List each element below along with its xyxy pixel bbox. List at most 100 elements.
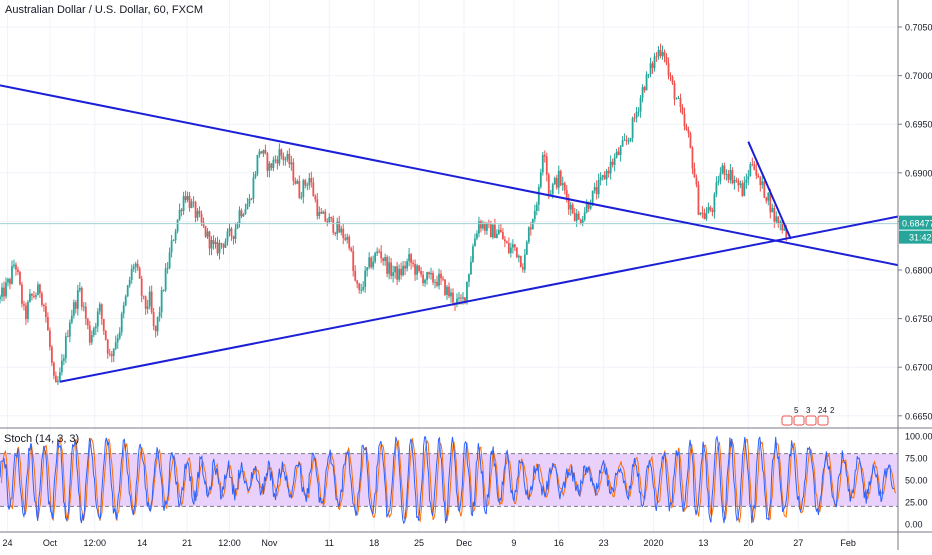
candle-body bbox=[264, 150, 267, 154]
candle-body bbox=[426, 272, 428, 280]
candle-body bbox=[256, 154, 259, 175]
candle-body bbox=[575, 213, 578, 221]
candle-body bbox=[60, 360, 63, 373]
candle-body bbox=[330, 216, 333, 219]
candle-body bbox=[517, 255, 520, 258]
candle-body bbox=[392, 272, 395, 277]
candle-body bbox=[160, 290, 163, 313]
candle-body bbox=[509, 247, 512, 253]
candle-body bbox=[490, 224, 492, 238]
candle-body bbox=[751, 164, 754, 166]
candle-body bbox=[236, 223, 239, 229]
event-marker-label: 2 bbox=[830, 406, 835, 415]
candle-body bbox=[448, 286, 450, 297]
candle-body bbox=[146, 306, 149, 309]
event-marker-box bbox=[817, 415, 829, 426]
candle-body bbox=[725, 174, 728, 175]
candle-body bbox=[645, 74, 648, 91]
event-marker[interactable]: 2 bbox=[817, 406, 835, 426]
candle-body bbox=[332, 218, 335, 233]
candle-body bbox=[781, 221, 784, 231]
event-marker-label: 3 bbox=[806, 406, 811, 415]
time-tick-label: Oct bbox=[43, 538, 58, 548]
candle-body bbox=[643, 87, 646, 91]
time-tick-label: 20 bbox=[743, 538, 753, 548]
candle-body bbox=[70, 315, 73, 323]
candle-body bbox=[424, 279, 426, 284]
candle-body bbox=[5, 282, 7, 297]
candle-body bbox=[194, 202, 197, 218]
candle-body bbox=[352, 251, 355, 271]
candle-body bbox=[511, 244, 514, 248]
candle-body bbox=[358, 283, 361, 290]
time-tick-label: 9 bbox=[511, 538, 516, 548]
candle-body bbox=[519, 255, 522, 268]
trendline-drawings[interactable] bbox=[0, 84, 899, 383]
candle-body bbox=[238, 210, 241, 224]
event-marker[interactable]: 5 bbox=[781, 406, 799, 426]
time-tick-label: 14 bbox=[137, 538, 147, 548]
candle-body bbox=[715, 182, 718, 195]
candle-body bbox=[651, 63, 654, 68]
event-marker[interactable]: 24 bbox=[805, 406, 827, 426]
event-markers[interactable]: 5 3 24 2 bbox=[781, 406, 835, 426]
candle-body bbox=[378, 251, 381, 253]
candle-body bbox=[719, 173, 722, 181]
candle-body bbox=[368, 257, 371, 268]
candle-body bbox=[116, 338, 119, 343]
candle-body bbox=[551, 184, 554, 194]
countdown-label: 31:42 bbox=[909, 233, 932, 243]
candle-body bbox=[775, 216, 778, 222]
candle-body bbox=[739, 183, 742, 186]
candle-body bbox=[533, 210, 536, 220]
candle-body bbox=[537, 186, 540, 205]
trendline-descending-resistance[interactable] bbox=[0, 84, 899, 267]
candle-body bbox=[406, 261, 408, 269]
candle-body bbox=[1, 287, 3, 297]
trendline-short-downtrend[interactable] bbox=[747, 141, 792, 240]
candle-body bbox=[527, 227, 530, 242]
candle-body bbox=[418, 265, 420, 271]
candle-body bbox=[310, 178, 313, 183]
candle-body bbox=[198, 210, 201, 215]
candle-body bbox=[328, 216, 331, 223]
event-marker[interactable]: 3 bbox=[793, 406, 811, 426]
candle-body bbox=[737, 180, 740, 186]
candle-body bbox=[148, 291, 151, 307]
candle-body bbox=[48, 330, 51, 347]
candle-body bbox=[412, 262, 414, 264]
candle-body bbox=[579, 219, 582, 224]
candle-body bbox=[545, 156, 548, 175]
candle-body bbox=[553, 177, 556, 185]
candle-body bbox=[486, 223, 488, 231]
candle-body bbox=[597, 180, 600, 195]
candle-body bbox=[39, 284, 41, 294]
candle-body bbox=[723, 165, 726, 175]
trendline-ascending-support[interactable] bbox=[59, 215, 899, 383]
candle-body bbox=[661, 51, 664, 56]
candle-body bbox=[478, 221, 480, 234]
candle-body bbox=[15, 264, 17, 270]
candle-body bbox=[376, 251, 379, 254]
candle-body bbox=[50, 346, 53, 363]
candle-body bbox=[599, 177, 602, 181]
candle-body bbox=[613, 157, 616, 165]
candle-body bbox=[583, 212, 586, 220]
candle-body bbox=[304, 180, 307, 186]
candle-body bbox=[220, 243, 223, 245]
time-tick-label: 24 bbox=[2, 538, 12, 548]
candle-body bbox=[515, 247, 518, 258]
candle-body bbox=[21, 284, 23, 304]
price-candles bbox=[0, 43, 788, 385]
candle-body bbox=[334, 232, 337, 234]
candle-body bbox=[19, 272, 21, 285]
candle-body bbox=[336, 221, 339, 234]
candle-body bbox=[80, 288, 83, 307]
candle-body bbox=[158, 312, 161, 317]
candle-body bbox=[56, 380, 59, 383]
candle-body bbox=[711, 210, 714, 213]
